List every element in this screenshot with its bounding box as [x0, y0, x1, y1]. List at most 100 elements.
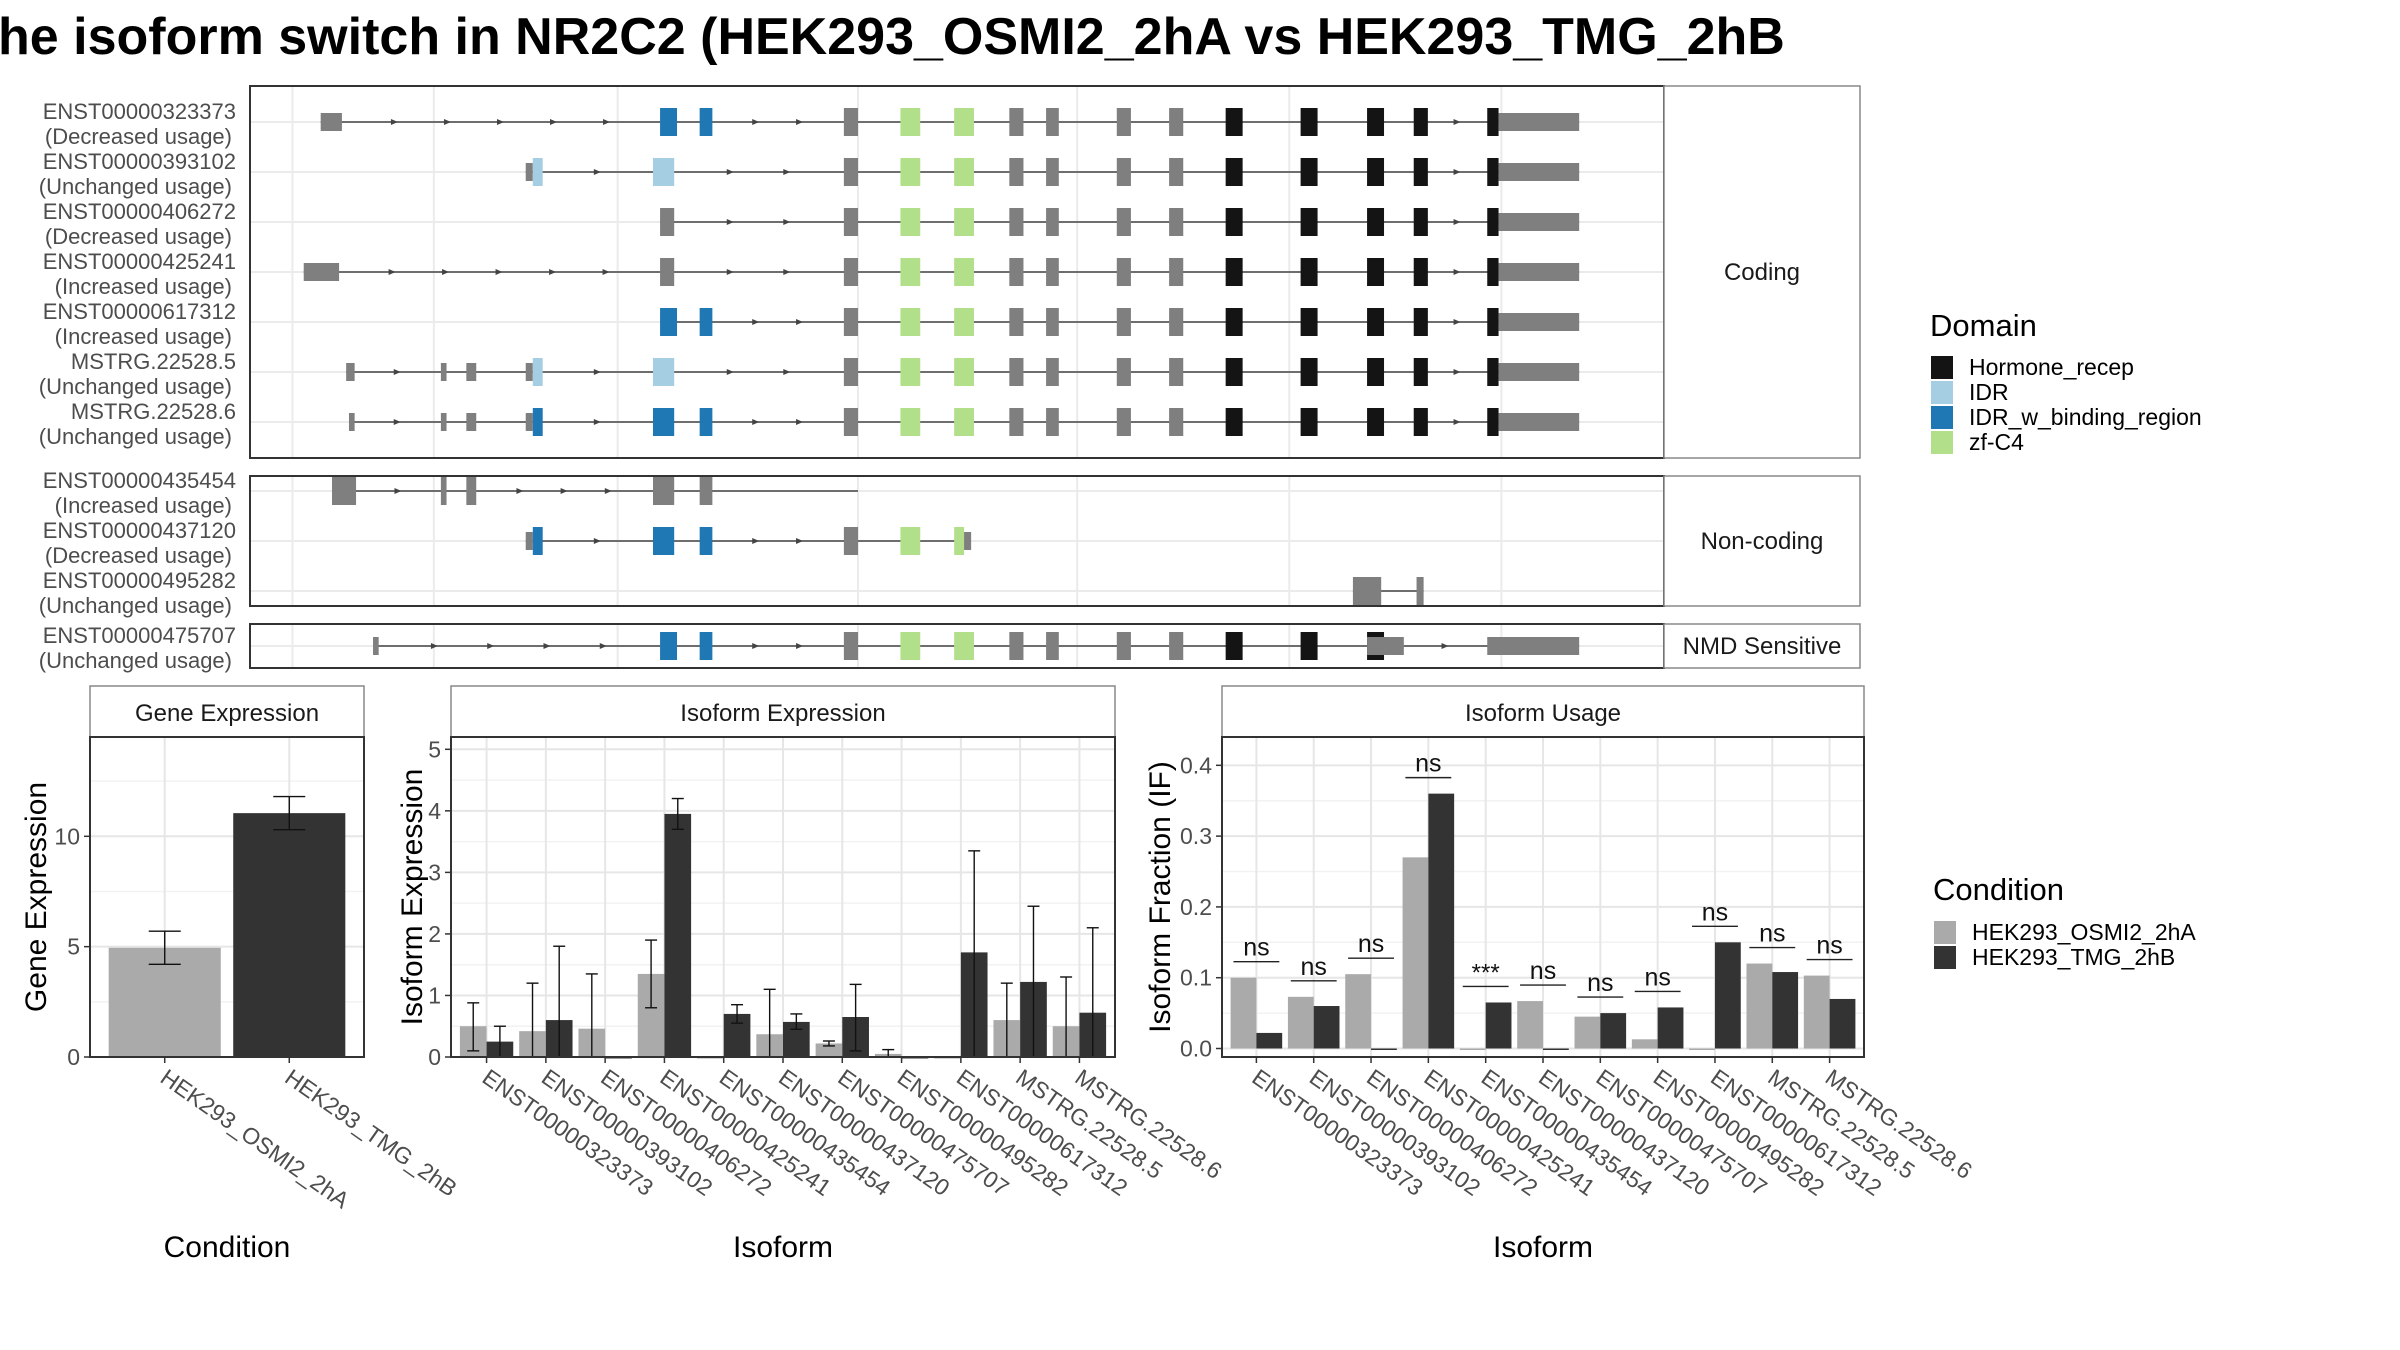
direction-arrow [1453, 169, 1461, 175]
exon-block [332, 477, 357, 505]
x-axis-title: Condition [164, 1231, 291, 1264]
direction-arrow [599, 643, 607, 649]
direction-arrow [783, 269, 791, 275]
exon-block [532, 408, 543, 436]
exon-block [1487, 358, 1499, 386]
exon-block [699, 108, 713, 136]
exon-block [525, 163, 533, 181]
exon-block [954, 527, 965, 555]
bar [1657, 1007, 1684, 1049]
exon-block [1498, 363, 1580, 381]
exon-block [954, 158, 974, 186]
exon-block [954, 258, 974, 286]
bar [1772, 972, 1799, 1049]
exon-block [1413, 108, 1428, 136]
structure-panel-nmd-sensitive: ENST00000475707(Unchanged usage) NMD Sens… [39, 623, 1861, 673]
isoform-id-label: ENST00000435454 [43, 468, 236, 493]
exon-block [1300, 632, 1318, 660]
bar [1829, 998, 1856, 1049]
exon-block [900, 258, 921, 286]
exon-block [1009, 308, 1024, 336]
figure-title: he isoform switch in NR2C2 (HEK293_OSMI2… [0, 8, 1785, 66]
y-tick-label: 0 [428, 1044, 441, 1070]
exon-block [954, 108, 974, 136]
exon-block [1009, 258, 1024, 286]
exon-block [1300, 358, 1318, 386]
bar [664, 813, 692, 1057]
isoform-track [320, 108, 1580, 136]
direction-arrow [1453, 219, 1461, 225]
direction-arrow [752, 119, 760, 125]
isoform-track [525, 527, 972, 555]
isoform-id-label: ENST00000323373 [43, 99, 236, 124]
exon-block [1498, 413, 1580, 431]
y-tick-label: 1 [428, 982, 441, 1008]
exon-block [1009, 358, 1024, 386]
bar [1714, 942, 1741, 1049]
bar [1313, 1006, 1340, 1049]
exon-block [1413, 158, 1428, 186]
y-tick-label: 0 [67, 1044, 80, 1070]
domain-legend-label: Hormone_recep [1969, 354, 2134, 380]
chart-panel-border [89, 736, 365, 1058]
significance-label: ns [1816, 932, 1842, 960]
exon-block [954, 208, 974, 236]
significance-label: ns [1702, 898, 1728, 926]
exon-block [954, 408, 974, 436]
condition-legend-swatch [1934, 921, 1956, 944]
exon-block [964, 532, 972, 550]
significance-label: ns [1759, 920, 1785, 948]
exon-block [1367, 258, 1385, 286]
exon-block [900, 108, 921, 136]
exon-block [652, 358, 675, 386]
exon-block [900, 158, 921, 186]
domain-legend-swatch [1931, 406, 1953, 429]
exon-block [1498, 163, 1580, 181]
direction-arrow [796, 538, 804, 544]
isoform-id-label: ENST00000425241 [43, 249, 236, 274]
bar [1574, 1016, 1601, 1049]
exon-block [900, 358, 921, 386]
direction-arrow [560, 488, 568, 494]
direction-arrow [1453, 269, 1461, 275]
isoform-usage-label: (Unchanged usage) [39, 374, 232, 399]
isoform-usage-label: (Unchanged usage) [39, 424, 232, 449]
isoform-track [332, 477, 859, 505]
bar [1600, 1013, 1627, 1049]
exon-block [843, 258, 859, 286]
exon-block [466, 413, 477, 431]
y-tick-label: 0.3 [1180, 823, 1212, 849]
direction-arrow [496, 119, 504, 125]
direction-arrow [393, 369, 401, 375]
exon-block [843, 527, 859, 555]
isoform-track [346, 358, 1580, 386]
isoform-track [1352, 577, 1424, 605]
exon-block [1046, 208, 1059, 236]
exon-block [1009, 158, 1024, 186]
exon-block [1169, 308, 1184, 336]
y-tick-label: 10 [54, 823, 80, 849]
chart-title: Gene Expression [135, 700, 319, 727]
structure-panel-non-coding: ENST00000435454(Increased usage)ENST0000… [39, 468, 1861, 618]
chart-title: Isoform Usage [1465, 700, 1621, 727]
direction-arrow [1453, 419, 1461, 425]
exon-block [1009, 408, 1024, 436]
exon-block [1487, 308, 1499, 336]
exon-block [1498, 113, 1580, 131]
direction-arrow [603, 119, 611, 125]
direction-arrow [783, 369, 791, 375]
direction-arrow [796, 119, 804, 125]
bar [815, 1043, 843, 1057]
isoform-track [660, 208, 1580, 236]
direction-arrow [393, 419, 401, 425]
exon-block [532, 158, 543, 186]
direction-arrow [726, 219, 734, 225]
direction-arrow [726, 169, 734, 175]
direction-arrow [388, 269, 396, 275]
direction-arrow [1441, 643, 1449, 649]
exon-block [1367, 358, 1385, 386]
direction-arrow [593, 169, 601, 175]
